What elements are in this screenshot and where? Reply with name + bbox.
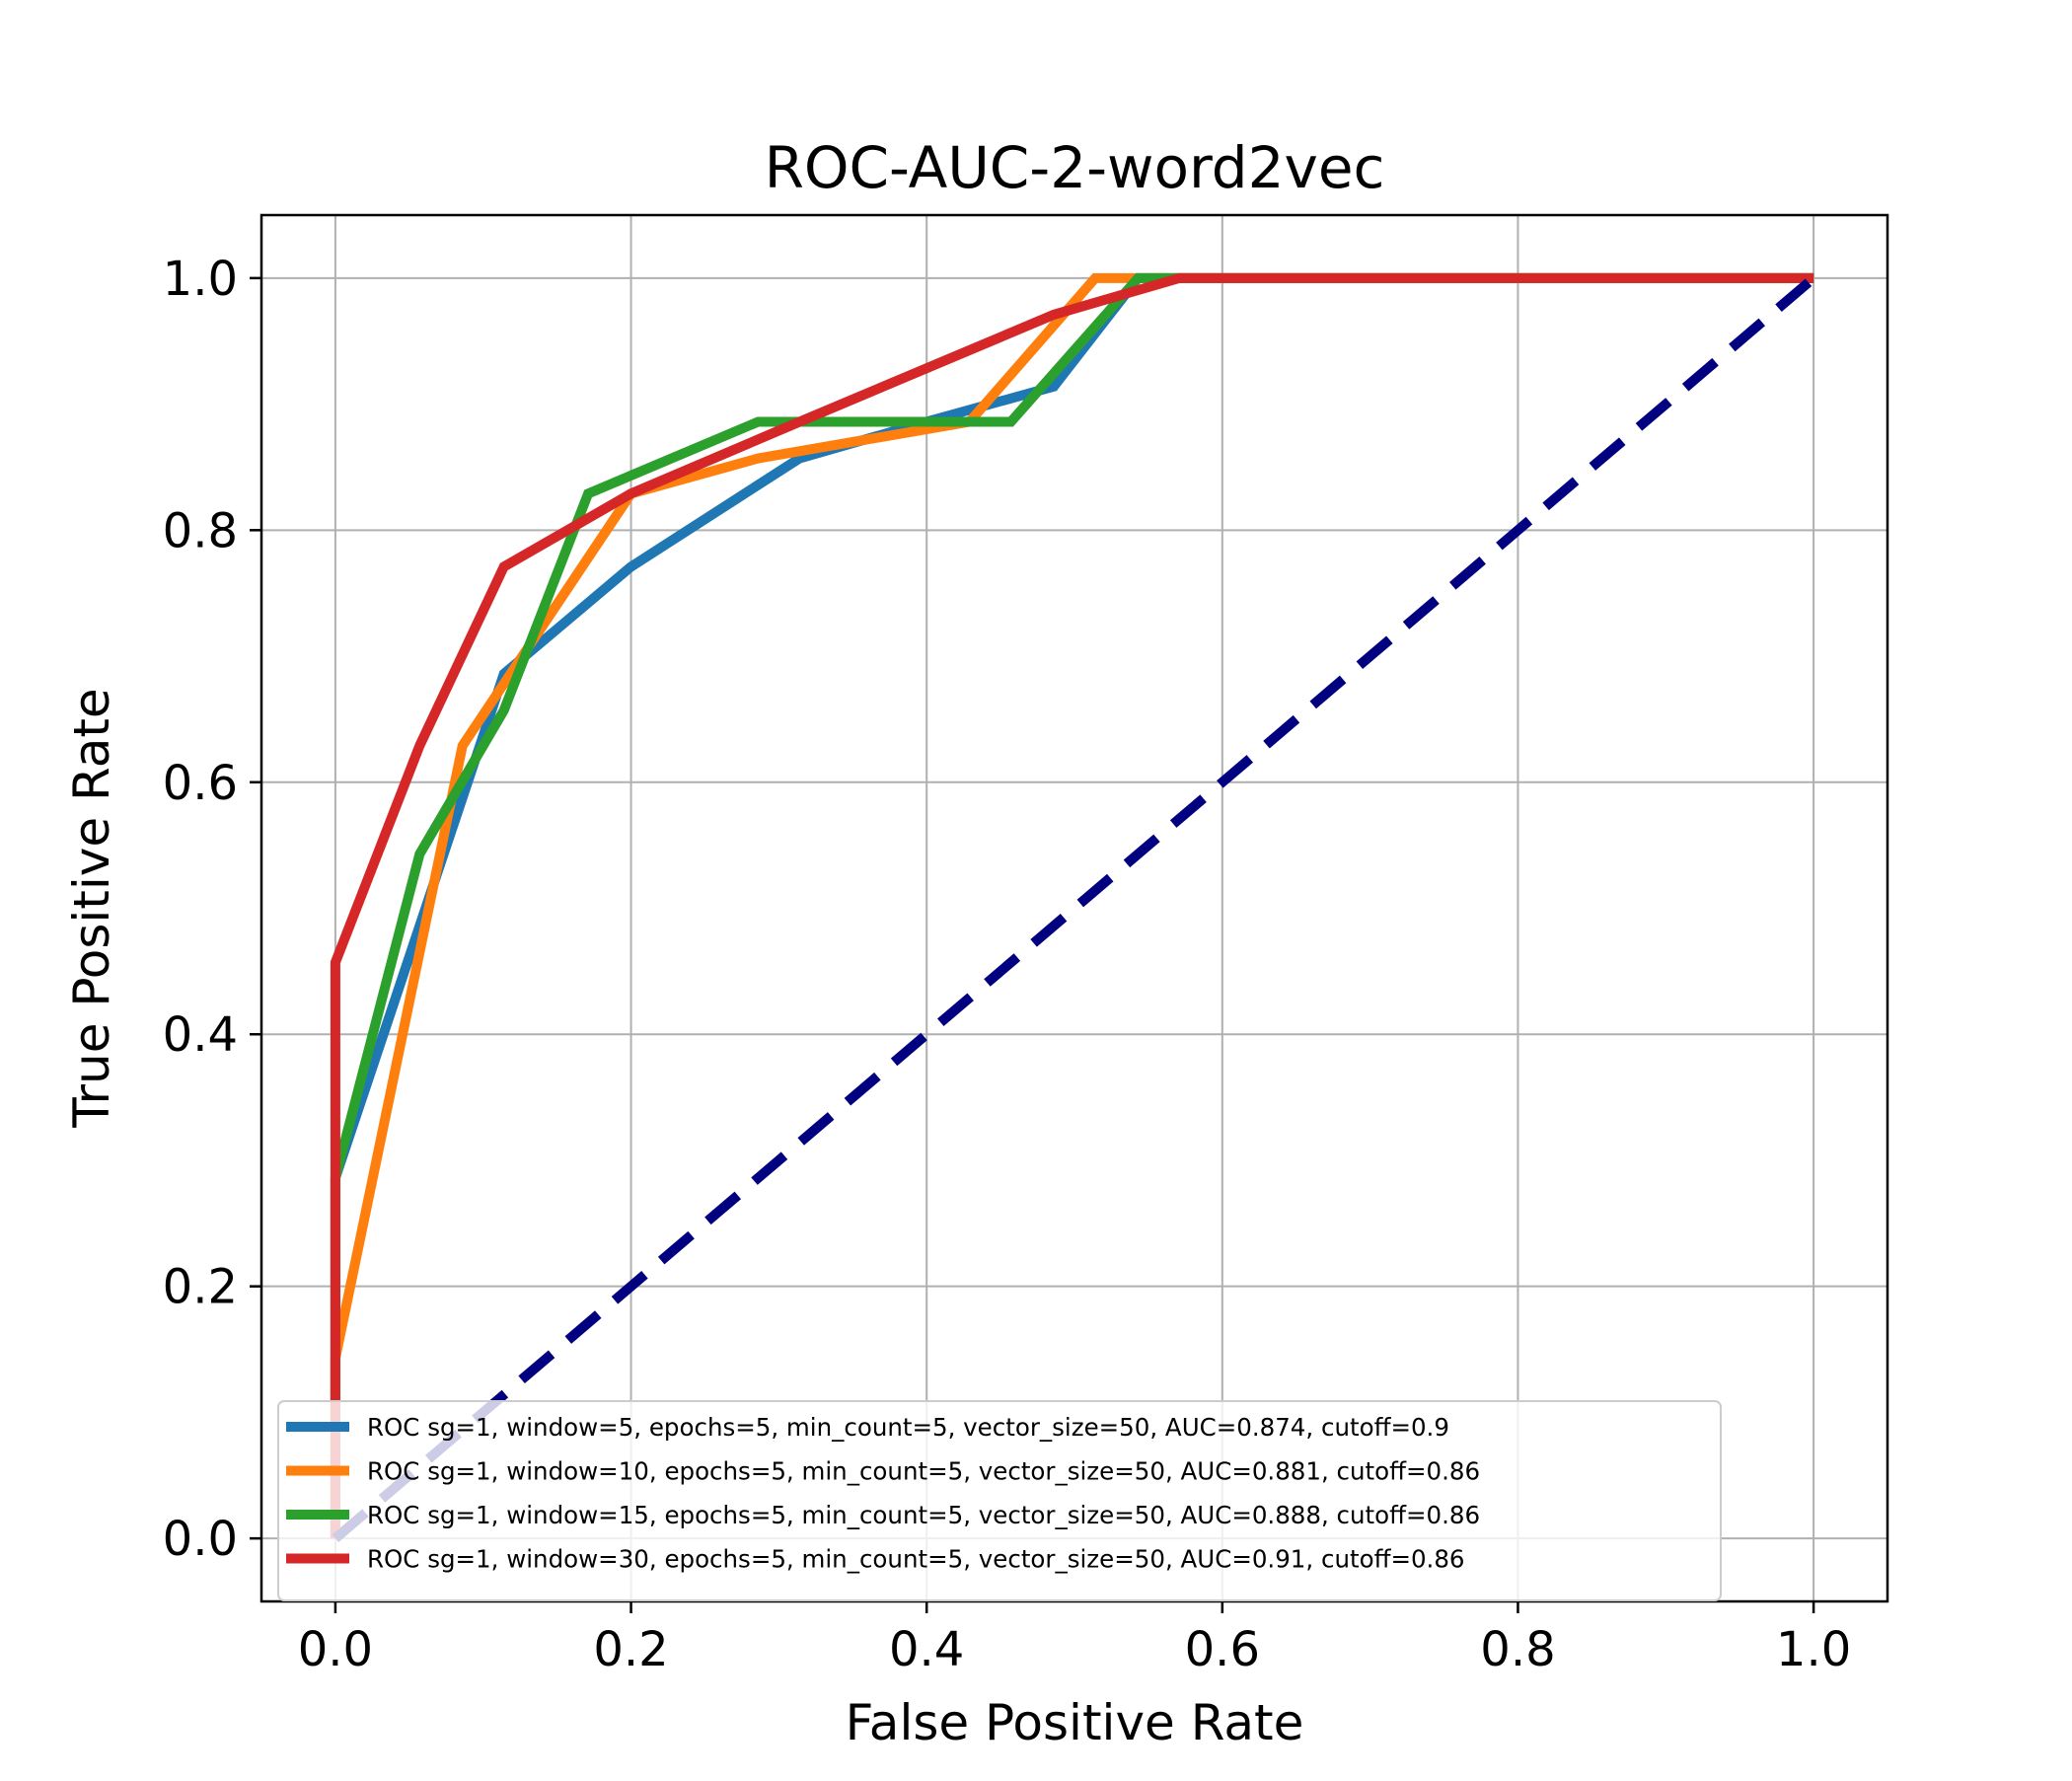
legend-label-3: ROC sg=1, window=15, epochs=5, min_count…	[367, 1501, 1480, 1529]
y-tick-label: 0.0	[163, 1512, 238, 1567]
chart-title: ROC-AUC-2-word2vec	[765, 134, 1385, 201]
legend-label-2: ROC sg=1, window=10, epochs=5, min_count…	[367, 1457, 1480, 1486]
x-tick-label: 1.0	[1776, 1622, 1851, 1677]
x-tick-label: 0.0	[298, 1622, 373, 1677]
legend-label-1: ROC sg=1, window=5, epochs=5, min_count=…	[367, 1413, 1449, 1442]
y-tick-label: 0.6	[163, 756, 238, 811]
grid	[261, 215, 1887, 1601]
legend: ROC sg=1, window=5, epochs=5, min_count=…	[277, 1400, 1722, 1601]
y-axis-label: True Positive Rate	[63, 688, 120, 1128]
x-tick-label: 0.4	[889, 1622, 964, 1677]
roc-line-3	[330, 272, 1814, 1539]
y-tick-label: 1.0	[163, 252, 238, 307]
series-lines	[330, 272, 1817, 1542]
y-tick-label: 0.2	[163, 1260, 238, 1315]
axis-ticks: 0.0 0.2 0.4 0.6 0.8 1.0 0.0 0.2 0.4 0.6 0.8 1.0	[163, 252, 1852, 1677]
legend-box	[277, 1400, 1722, 1601]
x-axis-label: False Positive Rate	[846, 1694, 1304, 1751]
x-tick-label: 0.6	[1185, 1622, 1260, 1677]
legend-label-4: ROC sg=1, window=30, epochs=5, min_count…	[367, 1545, 1465, 1574]
roc-line-4	[330, 272, 1814, 1539]
x-tick-label: 0.8	[1480, 1622, 1555, 1677]
reference-diagonal-line	[332, 274, 1817, 1542]
y-tick-label: 0.8	[163, 503, 238, 558]
y-tick-label: 0.4	[163, 1007, 238, 1063]
x-tick-label: 0.2	[593, 1622, 668, 1677]
roc-line-2	[330, 272, 1814, 1539]
